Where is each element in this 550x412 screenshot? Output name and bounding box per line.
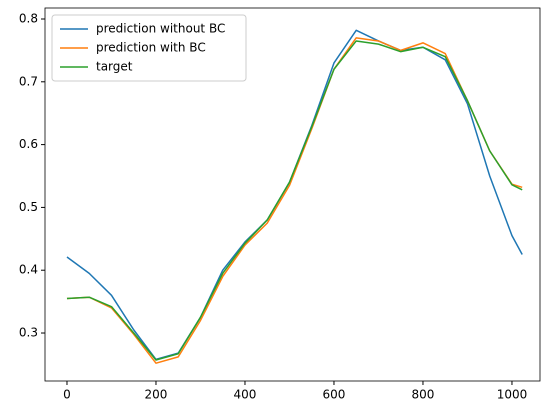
legend-box	[51, 14, 247, 82]
series-line	[66, 37, 523, 364]
x-tick-label: 400	[234, 388, 257, 402]
y-tick-label: 0.8	[19, 11, 38, 25]
plot-frame	[44, 7, 541, 382]
x-tick-label: 1000	[497, 388, 528, 402]
x-tick-label: 200	[145, 388, 168, 402]
series-line	[66, 40, 523, 361]
y-tick-label: 0.3	[19, 326, 38, 340]
y-tick-label: 0.4	[19, 263, 38, 277]
x-tick-label: 600	[323, 388, 346, 402]
legend-label: target	[96, 60, 133, 74]
y-tick-label: 0.7	[19, 74, 38, 88]
y-tick-label: 0.6	[19, 137, 38, 151]
y-tick-label: 0.5	[19, 200, 38, 214]
x-tick-label: 0	[63, 388, 71, 402]
x-tick-label: 800	[412, 388, 435, 402]
legend-label: prediction without BC	[96, 22, 225, 36]
legend-label: prediction with BC	[96, 41, 206, 55]
